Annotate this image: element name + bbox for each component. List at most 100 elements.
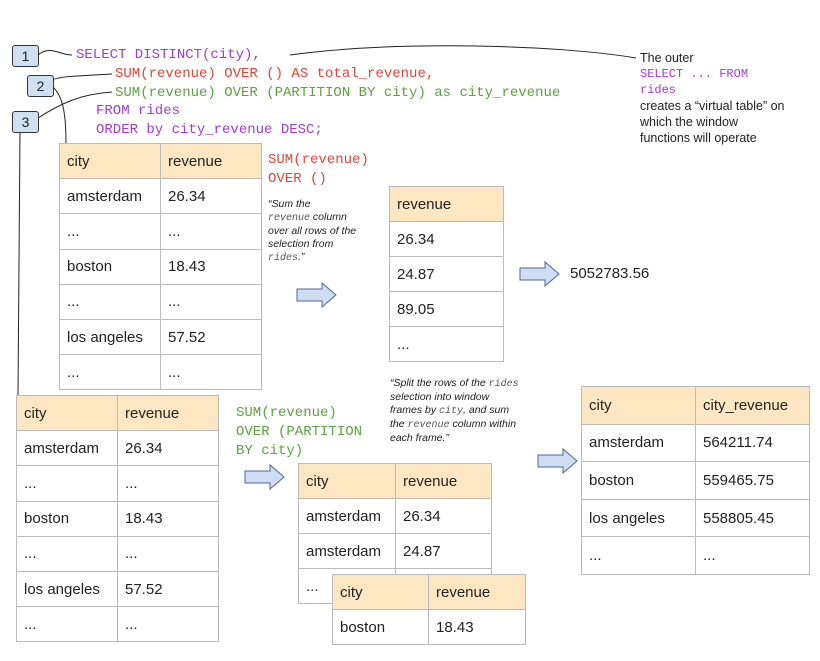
table-cell: ... xyxy=(161,214,262,250)
table-cell: ... xyxy=(582,537,696,575)
table-cell: boston xyxy=(582,462,696,500)
header-cell: city xyxy=(17,396,118,432)
table-row: 24.87 xyxy=(390,257,504,292)
text: selection from xyxy=(268,238,334,250)
annotation-line: frames by city, and sum xyxy=(390,404,519,418)
connector xyxy=(51,85,67,144)
table-row: boston 18.43 xyxy=(60,249,262,285)
table: city revenue amsterdam 26.34...... boston 18.… xyxy=(59,143,262,391)
table-cell: amsterdam xyxy=(299,534,396,569)
table-cell: boston xyxy=(60,249,161,285)
annotation-line: over all rows of the xyxy=(268,225,356,238)
text: , and sum xyxy=(463,404,510,416)
table-row: ...... xyxy=(17,536,219,572)
table-cell: ... xyxy=(17,607,118,643)
table-cell: ... xyxy=(17,466,118,502)
table-row: ... xyxy=(390,327,504,362)
table-row: ...... xyxy=(60,214,262,250)
annotation-line: the revenue column within xyxy=(390,418,519,432)
header-cell: revenue xyxy=(390,187,504,222)
code-word: city xyxy=(439,406,464,417)
outer-note-line: SELECT ... FROM xyxy=(640,67,749,81)
step-badge: 1 xyxy=(12,45,39,67)
header-cell: city xyxy=(582,387,696,425)
query-line: SUM(revenue) OVER (PARTITION BY city) as… xyxy=(115,85,561,101)
table-header: city revenue xyxy=(333,575,526,610)
window-label: BY city) xyxy=(236,443,304,459)
table-row: amsterdam 26.34 xyxy=(299,499,492,534)
table-header: city revenue xyxy=(299,464,492,499)
query-line: FROM rides xyxy=(96,103,181,119)
annotation-line: revenue column xyxy=(268,211,356,225)
header-cell: revenue xyxy=(396,464,492,499)
annotation-line: “Sum the xyxy=(268,198,356,211)
header-cell: city_revenue xyxy=(696,387,810,425)
text: frames by xyxy=(390,404,440,416)
table-cell: amsterdam xyxy=(582,424,696,463)
table-cell: ... xyxy=(696,537,810,575)
table-cell: boston xyxy=(333,610,429,645)
table-cell: amsterdam xyxy=(299,499,396,534)
step-badge: 2 xyxy=(27,75,54,97)
table-cell: ... xyxy=(60,284,161,320)
table-cell: los angeles xyxy=(60,319,161,356)
table-row: amsterdam 564211.74 xyxy=(582,424,810,463)
table-cell: ... xyxy=(17,536,118,572)
table-cell: 26.34 xyxy=(118,431,219,467)
header-cell: revenue xyxy=(118,396,219,432)
code-word: rides xyxy=(488,379,519,390)
code-word: revenue xyxy=(268,213,311,224)
table-cell: 57.52 xyxy=(118,571,219,608)
header-cell: revenue xyxy=(161,144,262,180)
text: column within xyxy=(449,418,517,430)
text: the xyxy=(390,418,408,430)
table-cell: 57.52 xyxy=(161,319,262,356)
text: column xyxy=(310,211,347,223)
outer-note-line: creates a “virtual table” on xyxy=(640,99,785,113)
table-row: amsterdam 26.34 xyxy=(17,431,219,467)
connector xyxy=(37,91,113,119)
connector xyxy=(37,50,73,56)
table-row: boston 559465.75 xyxy=(582,462,810,500)
table-header: revenue xyxy=(390,187,504,222)
table-cell: 24.87 xyxy=(396,534,492,569)
header-cell: city xyxy=(333,575,429,610)
annotation-line: selection from xyxy=(268,238,356,251)
connector xyxy=(51,73,113,81)
table-cell: amsterdam xyxy=(17,431,118,467)
table-header: city city_revenue xyxy=(582,387,810,425)
connector xyxy=(17,129,21,396)
window-label: SUM(revenue) xyxy=(268,152,369,168)
table-row: amsterdam 26.34 xyxy=(60,179,262,215)
table-cell: ... xyxy=(390,327,504,362)
code-word: revenue xyxy=(407,420,450,431)
table-cell: 558805.45 xyxy=(696,499,810,538)
arrow xyxy=(519,260,560,288)
header-cell: revenue xyxy=(429,575,526,610)
arrow xyxy=(296,281,337,309)
table-row: 26.34 xyxy=(390,222,504,257)
table-cell: los angeles xyxy=(582,499,696,538)
table-row: ...... xyxy=(582,537,810,575)
text: “Split the rows of the xyxy=(390,377,489,389)
text: .” xyxy=(298,251,305,263)
text: “Sum the xyxy=(268,198,311,210)
annotation-line: rides.” xyxy=(268,251,356,265)
table-row: amsterdam 24.87 xyxy=(299,534,492,569)
table-row: ...... xyxy=(17,466,219,502)
text: each frame.” xyxy=(390,432,449,444)
table-row: los angeles 57.52 xyxy=(17,571,219,608)
table-row: ...... xyxy=(17,607,219,643)
window-label: SUM(revenue) xyxy=(236,405,337,421)
table-cell: 18.43 xyxy=(429,610,526,645)
table-cell: ... xyxy=(161,284,262,320)
annotation-line: each frame.” xyxy=(390,432,519,445)
table-row: los angeles 57.52 xyxy=(60,319,262,356)
table-cell: ... xyxy=(118,536,219,572)
table-cell: 564211.74 xyxy=(696,424,810,463)
table-cell: ... xyxy=(118,466,219,502)
table: city revenue amsterdam 26.34...... boston 18.… xyxy=(16,395,219,643)
table-cell: ... xyxy=(118,607,219,643)
